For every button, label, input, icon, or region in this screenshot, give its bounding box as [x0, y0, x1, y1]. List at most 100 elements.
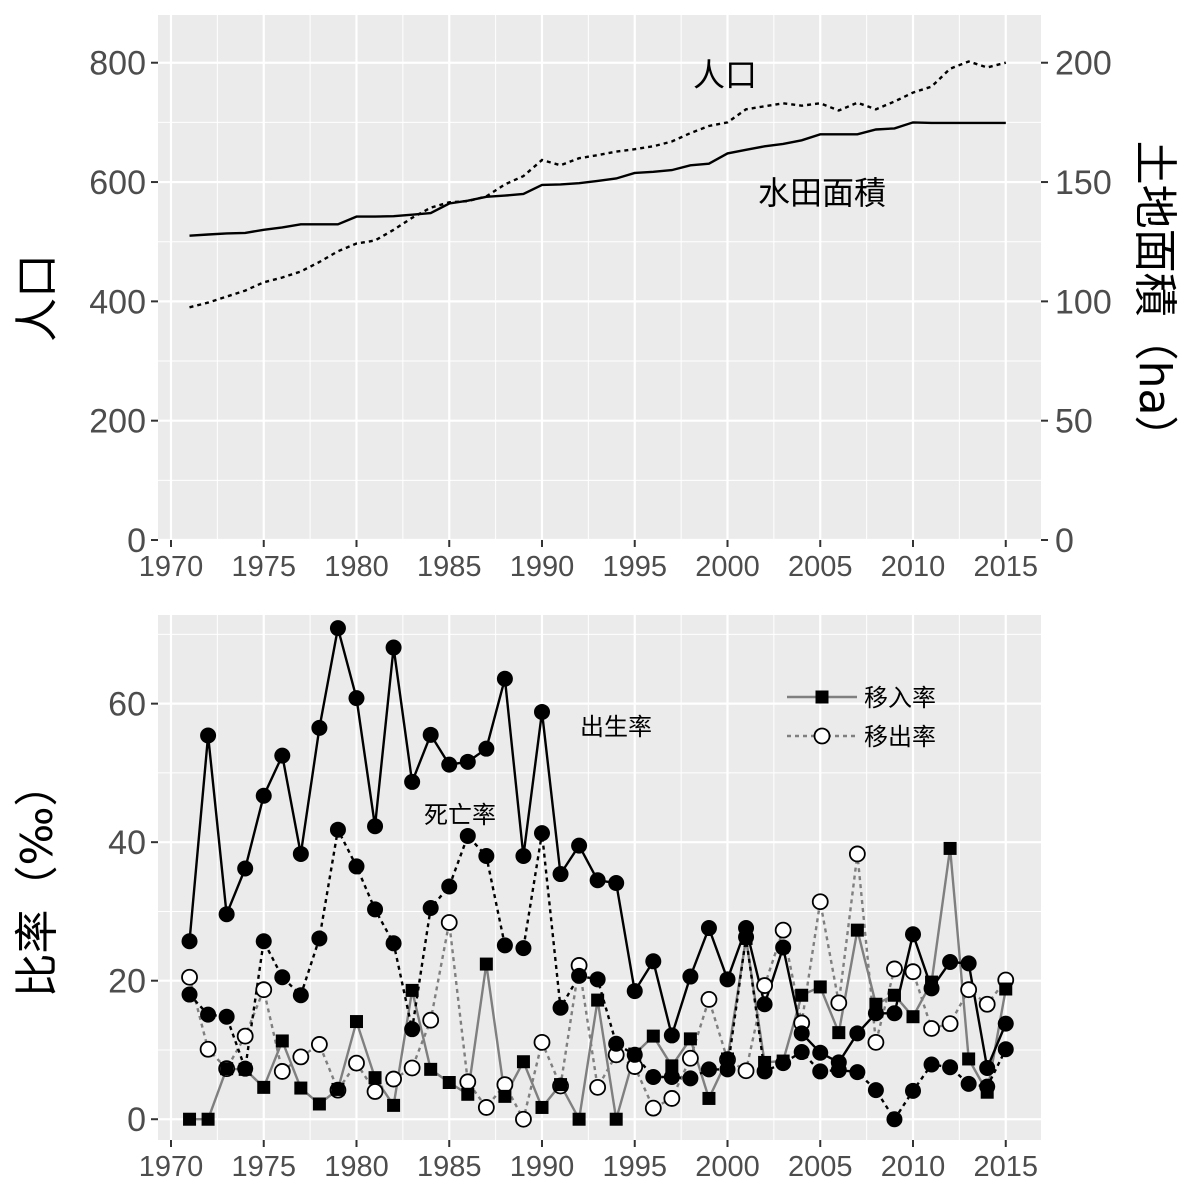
birth-rate-point [775, 939, 792, 956]
in-migration-point [183, 1112, 197, 1126]
death-rate-point [663, 1068, 680, 1085]
out-migration-point [681, 1049, 699, 1067]
out-migration-point [273, 1063, 291, 1080]
birth-rate-point [719, 971, 736, 988]
in-migration-point [368, 1071, 382, 1085]
in-migration-point [516, 1055, 530, 1069]
out-migration-point [923, 1020, 940, 1037]
in-migration-point [498, 1089, 512, 1103]
birth-rate-point [886, 1005, 903, 1022]
birth-rate-point [200, 727, 217, 744]
out-migration-point [385, 1070, 402, 1088]
out-migration-point [830, 994, 848, 1012]
in-migration-point [331, 1082, 345, 1096]
death-rate-point [404, 1021, 421, 1038]
death-rate-point [923, 1056, 940, 1073]
birth-rate-point [645, 953, 662, 970]
out-migration-point [756, 977, 773, 994]
birth-rate-point [812, 1044, 829, 1061]
in-migration-point [405, 983, 419, 997]
in-migration-point [294, 1081, 308, 1095]
birth-rate-point [441, 756, 458, 773]
birth-rate-point [255, 787, 272, 804]
in-migration-point [275, 1034, 289, 1048]
death-rate-point [867, 1082, 884, 1099]
y-tick-label: 600 [89, 164, 146, 202]
birth-rate-point [515, 848, 532, 865]
in-migration-point [832, 1026, 846, 1040]
out-migration-point [515, 1110, 532, 1128]
legend-out-migration-label: 移出率 [864, 723, 936, 751]
death-rate-point [422, 899, 439, 916]
y-tick-label: 0 [127, 522, 146, 560]
death-rate-point [533, 825, 550, 842]
in-migration-point [535, 1100, 549, 1114]
out-migration-point [904, 963, 922, 981]
death-rate-point [608, 1035, 625, 1052]
death-rate-point [441, 878, 458, 895]
birth-rate-point [367, 818, 384, 835]
birth-rate-point [385, 639, 402, 656]
birth-rate-point [496, 670, 513, 687]
x-tick-label: 1985 [417, 1151, 482, 1183]
birth-rate-point [867, 1005, 884, 1022]
birth-rate-point [237, 860, 254, 877]
x-tick-label: 1970 [139, 1151, 204, 1183]
population-line [189, 60, 1007, 309]
in-migration-point [479, 957, 493, 971]
death-rate-point [812, 1063, 829, 1080]
death-rate-point [478, 848, 495, 865]
birth-rate-point [849, 1025, 866, 1042]
out-migration-point [848, 845, 866, 863]
y-tick-label: 40 [108, 824, 146, 862]
in-migration-point [257, 1080, 271, 1094]
y-tick-label: 60 [108, 686, 146, 724]
y-right-axis-title: 土地面積（ha） [1129, 141, 1180, 460]
y-tick-label: 200 [89, 403, 146, 441]
birth-rate-annotation: 出生率 [580, 713, 652, 741]
out-migration-point [978, 995, 996, 1013]
birth-rate-point [329, 620, 346, 637]
in-migration-point [609, 1112, 623, 1126]
out-migration-point [255, 981, 273, 999]
birth-rate-point [663, 1027, 680, 1044]
death-rate-point [237, 1060, 254, 1077]
in-migration-point [349, 1015, 363, 1029]
in-migration-point [387, 1098, 401, 1112]
y-right-tick-label: 150 [1055, 164, 1112, 202]
in-migration-point [795, 988, 809, 1002]
birth-rate-point [533, 703, 550, 720]
x-tick-label: 1995 [602, 551, 667, 583]
y-tick-label: 400 [89, 283, 146, 321]
in-migration-point [813, 980, 827, 994]
in-migration-point [962, 1052, 976, 1066]
death-rate-point [589, 971, 606, 988]
out-migration-point [181, 968, 198, 986]
y-tick-label: 800 [89, 45, 146, 83]
y-right-tick-label: 50 [1055, 403, 1093, 441]
out-migration-point [663, 1090, 681, 1107]
out-migration-point [533, 1033, 551, 1051]
death-rate-point [979, 1078, 996, 1095]
out-migration-point [774, 921, 792, 939]
death-rate-point [329, 821, 346, 838]
x-tick-label: 2010 [881, 551, 946, 583]
out-migration-point [440, 914, 458, 931]
in-migration-point [201, 1112, 215, 1126]
legend-in-migration-label: 移入率 [864, 684, 936, 712]
bottom-chart-panel: 1970 1975 1980 1985 1990 1995 2000 2005 2010 2015… [12, 615, 1041, 1183]
birth-rate-point [997, 1015, 1014, 1032]
death-rate-point [571, 967, 588, 984]
out-migration-point [422, 1011, 440, 1029]
out-migration-point [292, 1048, 310, 1066]
birth-rate-point [311, 719, 328, 736]
x-tick-label: 2015 [973, 551, 1038, 583]
in-migration-point [943, 841, 957, 855]
out-migration-point [941, 1015, 959, 1033]
death-rate-point [942, 1059, 959, 1076]
in-migration-point [461, 1087, 475, 1101]
x-tick-label: 1970 [139, 551, 204, 583]
y-right-tick-label: 100 [1055, 283, 1112, 321]
out-migration-point [737, 1062, 755, 1080]
